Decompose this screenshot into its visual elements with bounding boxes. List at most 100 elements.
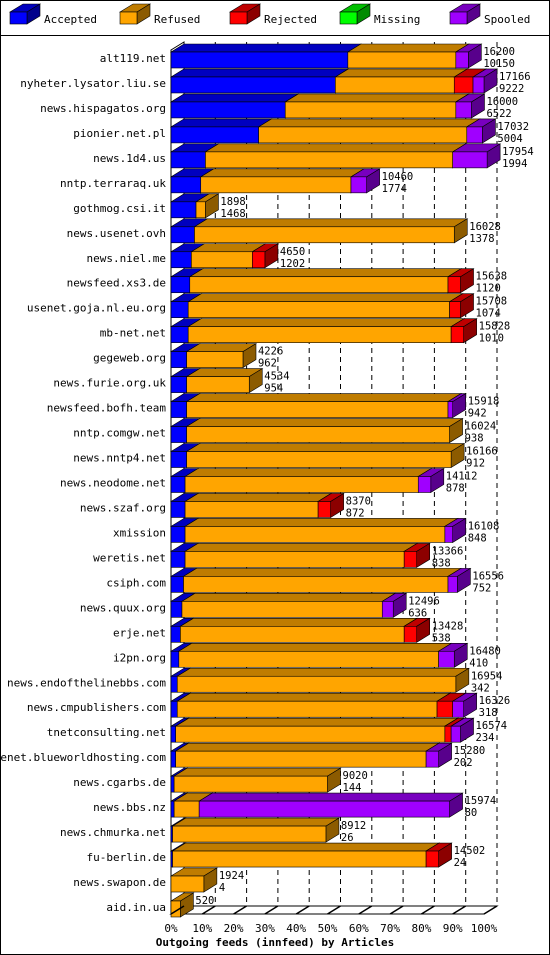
host-label: pionier.net.pl <box>73 127 166 140</box>
host-label: usenet.goja.nl.eu.org <box>27 302 166 315</box>
accepted-label: 4 <box>219 882 225 894</box>
bar-refused <box>186 401 449 418</box>
tick-label: 0% <box>164 922 178 935</box>
bar-refused <box>170 875 205 893</box>
host-label: nntp.terraraq.uk <box>60 177 166 190</box>
total-label: 1898 <box>220 196 245 208</box>
total-label: 17954 <box>502 146 534 158</box>
total-label: 520 <box>195 895 214 907</box>
host-label: news.cmpublishers.com <box>27 701 166 714</box>
bar-refused-top <box>185 443 466 452</box>
bar-accepted <box>170 725 176 743</box>
host-label: xmission <box>113 526 166 539</box>
total-label: 13366 <box>432 545 464 557</box>
bar-accepted <box>170 401 187 418</box>
bar-spooled <box>450 725 461 743</box>
bar-refused <box>175 750 427 768</box>
tick-label: 40% <box>286 922 306 935</box>
bar-accepted <box>170 551 186 568</box>
bar-refused-top <box>171 817 340 827</box>
bar-accepted <box>170 800 175 818</box>
accepted-label: 9222 <box>499 83 524 95</box>
bar-refused-top <box>204 143 467 153</box>
bar-refused <box>200 176 352 194</box>
bar-spooled <box>466 126 483 144</box>
accepted-label: 1774 <box>382 183 407 195</box>
host-label: news.endofthelinebbs.com <box>7 676 166 689</box>
tick-mark <box>295 905 310 915</box>
bar-spooled <box>452 700 464 718</box>
bar-rejected <box>425 850 439 868</box>
bar-accepted <box>170 476 186 493</box>
legend-label-refused: Refused <box>154 13 200 26</box>
bar-refused <box>258 126 468 144</box>
legend-swatch-rejected <box>229 11 248 25</box>
legend-swatch-spooled <box>449 11 468 25</box>
host-label: news.bbs.nz <box>93 801 166 814</box>
host-label: news.niel.me <box>87 252 166 265</box>
host-label: tnetconsulting.net <box>47 726 166 739</box>
bar-spooled <box>438 650 455 668</box>
host-label: news.chmurka.net <box>60 826 166 839</box>
legend-label-missing: Missing <box>374 13 420 26</box>
bar-spooled <box>455 51 469 69</box>
bar-refused <box>181 601 383 618</box>
bar-accepted-top <box>169 118 273 128</box>
bar-accepted <box>170 51 349 69</box>
bar-spooled <box>452 151 488 169</box>
bar-refused-top <box>176 692 452 702</box>
bar-rejected <box>403 551 418 568</box>
accepted-label: 538 <box>432 632 451 644</box>
tick-label: 100% <box>471 922 498 935</box>
bar-refused-top <box>346 43 470 53</box>
tick-mark <box>233 905 247 915</box>
host-label: newsfeed.xs3.de <box>67 277 166 290</box>
accepted-label: 6522 <box>486 108 511 120</box>
bar-accepted <box>170 650 180 668</box>
legend-label-spooled: Spooled <box>484 13 530 26</box>
bar-refused-top <box>188 268 463 278</box>
bar-accepted <box>170 750 176 768</box>
host-label: news.quux.org <box>80 601 166 614</box>
total-label: 17032 <box>497 121 529 133</box>
accepted-label: 24 <box>454 857 467 869</box>
bar-accepted <box>170 426 187 443</box>
bar-refused <box>178 650 439 668</box>
bar-accepted <box>170 451 187 468</box>
bar-refused-top <box>184 493 333 502</box>
bar-spooled <box>447 576 458 593</box>
bar-spooled <box>417 476 432 493</box>
total-label: 13428 <box>432 620 464 632</box>
bar-refused <box>184 501 319 518</box>
bar-spooled <box>455 101 472 119</box>
bar-accepted <box>170 351 187 368</box>
bar-refused <box>172 825 327 843</box>
bar-refused <box>180 626 405 643</box>
legend-label-accepted: Accepted <box>44 13 97 26</box>
bar-accepted <box>170 626 181 643</box>
accepted-label: 838 <box>432 557 451 569</box>
legend-swatch-missing <box>339 11 358 25</box>
accepted-label: 1468 <box>220 208 245 220</box>
host-label: news.furie.org.uk <box>53 377 166 390</box>
accepted-label: 942 <box>468 408 487 420</box>
host-label: aid.in.ua <box>106 901 166 914</box>
bar-refused-top <box>176 667 470 677</box>
bar-refused-top <box>180 593 397 602</box>
host-label: alt119.net <box>100 52 166 65</box>
accepted-label: 872 <box>346 507 365 519</box>
bar-accepted <box>170 326 189 343</box>
total-label: 16954 <box>471 670 503 682</box>
accepted-label: 26 <box>341 832 354 844</box>
bar-accepted <box>170 201 197 219</box>
bar-accepted <box>170 601 183 618</box>
bar-spooled <box>425 750 439 768</box>
bar-refused <box>186 376 250 393</box>
tick-label: 80% <box>411 922 431 935</box>
bar-refused <box>175 725 446 743</box>
bar-refused-top <box>193 218 469 228</box>
bar-rejected <box>453 76 474 94</box>
bar-accepted <box>170 251 192 269</box>
bar-refused-top <box>177 642 453 652</box>
bar-accepted <box>170 576 184 593</box>
